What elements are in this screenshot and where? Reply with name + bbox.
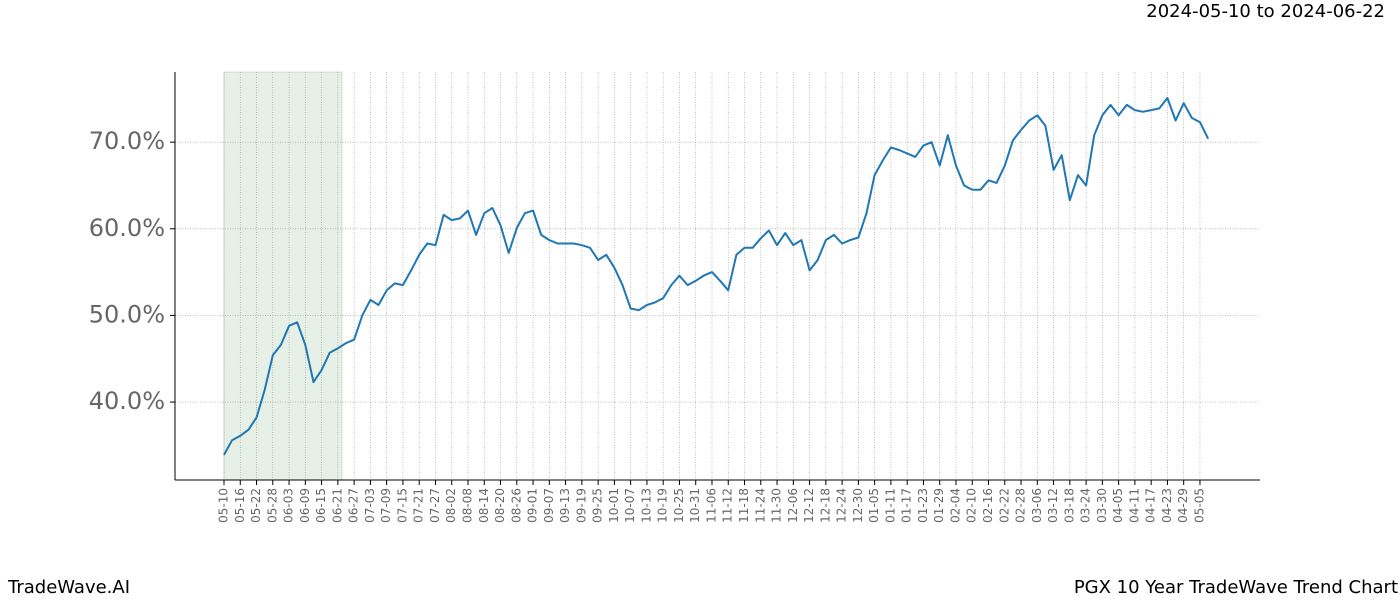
x-tick-label: 10-25 bbox=[672, 488, 686, 523]
x-tick-label: 10-07 bbox=[623, 488, 637, 523]
x-tick-label: 08-08 bbox=[460, 488, 474, 523]
x-tick-label: 01-17 bbox=[900, 488, 914, 523]
x-tick-label: 11-06 bbox=[704, 488, 718, 523]
x-tick-label: 01-05 bbox=[867, 488, 881, 523]
x-tick-label: 01-11 bbox=[883, 488, 897, 523]
x-tick-label: 07-15 bbox=[395, 488, 409, 523]
x-tick-label: 12-12 bbox=[802, 488, 816, 523]
y-tick-label: 50.0% bbox=[89, 300, 165, 328]
x-tick-label: 03-06 bbox=[1030, 488, 1044, 523]
x-tick-label: 09-19 bbox=[574, 488, 588, 523]
x-tick-label: 06-21 bbox=[330, 488, 344, 523]
x-tick-label: 12-30 bbox=[851, 488, 865, 523]
x-tick-label: 04-05 bbox=[1111, 488, 1125, 523]
x-tick-label: 02-16 bbox=[981, 488, 995, 523]
x-tick-label: 11-12 bbox=[721, 488, 735, 523]
x-tick-label: 07-03 bbox=[363, 488, 377, 523]
x-tick-label: 10-13 bbox=[639, 488, 653, 523]
x-tick-label: 05-10 bbox=[217, 488, 231, 523]
x-tick-label: 07-21 bbox=[412, 488, 426, 523]
x-tick-label: 06-27 bbox=[347, 488, 361, 523]
x-tick-label: 08-02 bbox=[444, 488, 458, 523]
x-tick-label: 03-30 bbox=[1095, 488, 1109, 523]
x-tick-label: 02-22 bbox=[997, 488, 1011, 523]
x-tick-label: 08-14 bbox=[477, 488, 491, 523]
x-tick-label: 01-23 bbox=[916, 488, 930, 523]
x-tick-label: 07-09 bbox=[379, 488, 393, 523]
x-tick-label: 08-26 bbox=[509, 488, 523, 523]
x-tick-label: 08-20 bbox=[493, 488, 507, 523]
x-tick-label: 01-29 bbox=[932, 488, 946, 523]
footer-left: TradeWave.AI bbox=[7, 577, 130, 598]
x-tick-label: 05-22 bbox=[249, 488, 263, 523]
x-tick-label: 09-25 bbox=[591, 488, 605, 523]
x-tick-label: 07-27 bbox=[428, 488, 442, 523]
x-tick-label: 10-31 bbox=[688, 488, 702, 523]
footer-right: PGX 10 Year TradeWave Trend Chart bbox=[1074, 577, 1398, 598]
x-tick-label: 04-29 bbox=[1176, 488, 1190, 523]
x-tick-label: 03-12 bbox=[1046, 488, 1060, 523]
x-tick-label: 09-13 bbox=[558, 488, 572, 523]
x-tick-label: 12-24 bbox=[835, 488, 849, 523]
x-tick-label: 03-24 bbox=[1079, 488, 1093, 523]
x-tick-label: 12-18 bbox=[818, 488, 832, 523]
x-tick-label: 09-07 bbox=[542, 488, 556, 523]
x-tick-label: 04-23 bbox=[1160, 488, 1174, 523]
x-tick-label: 10-01 bbox=[607, 488, 621, 523]
x-tick-label: 04-17 bbox=[1144, 488, 1158, 523]
x-tick-label: 06-15 bbox=[314, 488, 328, 523]
x-tick-label: 05-05 bbox=[1192, 488, 1206, 523]
x-tick-label: 11-30 bbox=[770, 488, 784, 523]
x-tick-label: 02-28 bbox=[1014, 488, 1028, 523]
x-tick-label: 11-18 bbox=[737, 488, 751, 523]
y-tick-label: 40.0% bbox=[89, 387, 165, 415]
data-line bbox=[223, 97, 1209, 456]
x-tick-label: 05-16 bbox=[233, 488, 247, 523]
chart-title: 2024-05-10 to 2024-06-22 bbox=[1146, 1, 1385, 22]
x-tick-label: 04-11 bbox=[1127, 488, 1141, 523]
x-tick-label: 02-10 bbox=[965, 488, 979, 523]
x-tick-label: 03-18 bbox=[1062, 488, 1076, 523]
highlight-band bbox=[223, 71, 343, 481]
x-tick-label: 11-24 bbox=[753, 488, 767, 523]
x-tick-label: 06-03 bbox=[282, 488, 296, 523]
y-tick-label: 60.0% bbox=[89, 214, 165, 242]
x-tick-label: 09-01 bbox=[526, 488, 540, 523]
y-tick-label: 70.0% bbox=[89, 127, 165, 155]
x-tick-label: 12-06 bbox=[786, 488, 800, 523]
x-tick-label: 10-19 bbox=[656, 488, 670, 523]
x-tick-label: 02-04 bbox=[948, 488, 962, 523]
x-tick-label: 06-09 bbox=[298, 488, 312, 523]
x-tick-label: 05-28 bbox=[265, 488, 279, 523]
